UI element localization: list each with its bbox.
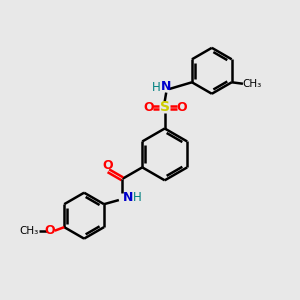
Text: S: S bbox=[160, 100, 170, 114]
Text: O: O bbox=[44, 224, 55, 237]
Text: O: O bbox=[143, 101, 154, 114]
Text: H: H bbox=[152, 81, 160, 94]
Text: O: O bbox=[176, 101, 187, 114]
Text: O: O bbox=[103, 159, 113, 172]
Text: CH₃: CH₃ bbox=[243, 79, 262, 89]
Text: CH₃: CH₃ bbox=[20, 226, 39, 236]
Text: H: H bbox=[133, 191, 142, 205]
Text: N: N bbox=[122, 191, 133, 205]
Text: N: N bbox=[161, 80, 171, 93]
